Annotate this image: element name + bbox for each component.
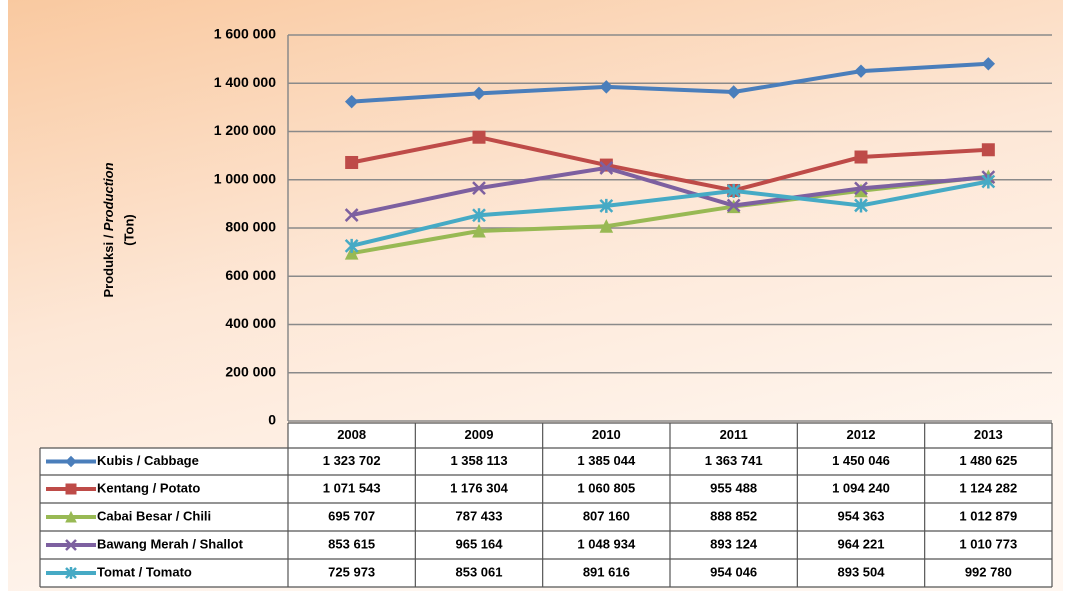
chart: Produksi / Production (Ton) 0 200 000 400 … [0, 0, 1065, 591]
x-tick-label: 2008 [337, 427, 366, 442]
y-axis-title: Produksi / Production [101, 162, 116, 297]
table-cell: 807 160 [583, 508, 630, 523]
table-cell: 1 012 879 [959, 508, 1017, 523]
y-tick-label: 1 400 000 [214, 74, 276, 90]
y-tick-label: 600 000 [225, 267, 276, 283]
legend-label: Tomat / Tomato [97, 564, 192, 579]
table-cell: 1 450 046 [832, 453, 890, 468]
y-axis-unit: (Ton) [121, 214, 136, 246]
legend-label: Bawang Merah / Shallot [97, 536, 244, 551]
table-cell: 1 363 741 [705, 453, 763, 468]
table-cell: 891 616 [583, 564, 630, 579]
marker [855, 151, 867, 163]
y-tick-label: 800 000 [225, 219, 276, 235]
y-tick-label: 1 600 000 [214, 26, 276, 42]
table-cell: 992 780 [965, 564, 1012, 579]
marker [982, 144, 994, 156]
table-cell: 1 480 625 [959, 453, 1017, 468]
x-tick-label: 2013 [974, 427, 1003, 442]
table-cell: 965 164 [456, 536, 504, 551]
y-axis-title-part: Produksi / [101, 231, 116, 297]
y-tick-label: 0 [268, 412, 276, 428]
y-tick-label: 400 000 [225, 315, 276, 331]
table-cell: 1 323 702 [323, 453, 381, 468]
y-tick-label: 1 000 000 [214, 170, 276, 186]
legend-label: Kubis / Cabbage [97, 453, 199, 468]
table-cell: 893 504 [838, 564, 886, 579]
table-cell: 853 615 [328, 536, 375, 551]
y-tick-label: 1 200 000 [214, 122, 276, 138]
y-axis-title-part: Production [101, 162, 116, 231]
table-cell: 893 124 [710, 536, 758, 551]
table-cell: 955 488 [710, 480, 757, 495]
legend-label: Cabai Besar / Chili [97, 508, 211, 523]
marker [473, 131, 485, 143]
table-cell: 888 852 [710, 508, 757, 523]
marker [66, 484, 76, 494]
x-tick-label: 2011 [720, 427, 748, 442]
table-cell: 1 124 282 [959, 480, 1017, 495]
table-cell: 725 973 [328, 564, 375, 579]
table-cell: 1 176 304 [450, 480, 509, 495]
table-cell: 1 358 113 [450, 453, 507, 468]
legend-label: Kentang / Potato [97, 480, 200, 495]
table-cell: 954 046 [710, 564, 757, 579]
table-cell: 1 060 805 [577, 480, 635, 495]
table-cell: 1 048 934 [577, 536, 636, 551]
x-tick-label: 2009 [465, 427, 494, 442]
table-cell: 1 071 543 [323, 480, 381, 495]
x-tick-label: 2010 [592, 427, 621, 442]
y-tick-label: 200 000 [225, 363, 276, 379]
table-cell: 1 010 773 [959, 536, 1017, 551]
table-cell: 964 221 [838, 536, 885, 551]
table-cell: 1 385 044 [577, 453, 636, 468]
x-tick-label: 2012 [847, 427, 876, 442]
table-cell: 1 094 240 [832, 480, 890, 495]
marker [346, 156, 358, 168]
table-cell: 954 363 [838, 508, 885, 523]
table-cell: 787 433 [456, 508, 503, 523]
table-cell: 695 707 [328, 508, 375, 523]
table-cell: 853 061 [456, 564, 503, 579]
